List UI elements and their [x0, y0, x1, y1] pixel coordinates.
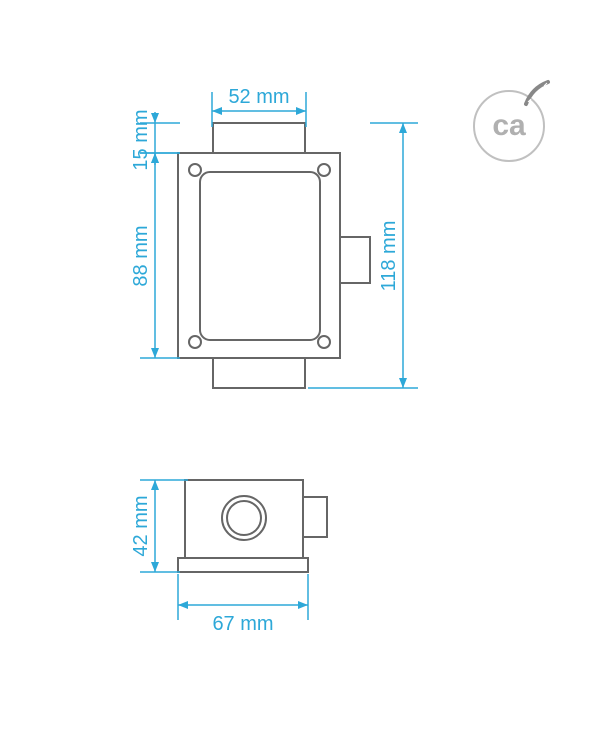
- dim-overall-height-label: 118 mm: [378, 221, 400, 292]
- dim-body-height-label: 88 mm: [130, 225, 152, 286]
- side-view: [178, 480, 327, 572]
- dim-body-height: 88 mm: [130, 153, 180, 358]
- brand-logo-text: ca: [492, 109, 525, 143]
- dim-base-width-label: 67 mm: [212, 613, 273, 635]
- dim-top-width: 52 mm: [212, 86, 306, 127]
- rope-icon: [522, 78, 552, 108]
- dim-cap-height-label: 15 mm: [130, 109, 152, 170]
- dim-depth-label: 42 mm: [130, 495, 152, 556]
- top-view: [178, 123, 370, 388]
- dim-base-width: 67 mm: [178, 574, 308, 635]
- dim-top-width-label: 52 mm: [228, 86, 289, 108]
